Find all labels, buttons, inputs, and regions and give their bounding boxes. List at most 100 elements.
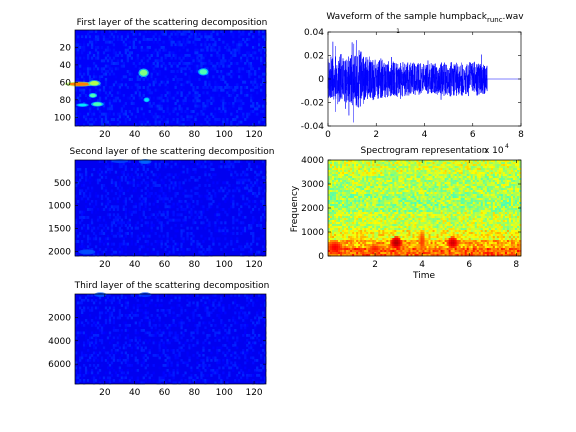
waveform-title-suffix: .wav — [503, 12, 525, 22]
second-layer-texture-cell — [132, 221, 135, 225]
second-layer-texture-cell — [182, 205, 185, 209]
spectrogram-cell — [386, 238, 389, 241]
first-layer-texture-cell — [152, 35, 155, 39]
second-layer-texture-cell — [204, 237, 207, 241]
first-layer-texture-cell — [158, 59, 161, 63]
first-layer-texture-cell — [188, 118, 191, 121]
first-layer-texture-cell — [108, 104, 112, 108]
second-layer-texture-cell — [122, 189, 126, 193]
second-layer-texture-cell — [122, 162, 126, 166]
spectrogram-cell — [332, 174, 335, 177]
spectrogram-cell — [360, 178, 363, 181]
second-layer-texture-cell — [120, 234, 124, 238]
first-layer-texture-cell — [100, 67, 104, 71]
second-layer-texture-cell — [176, 202, 179, 206]
second-layer-texture-cell — [244, 173, 247, 177]
spectrogram-cell — [346, 210, 349, 213]
spectrogram-cell — [408, 252, 411, 255]
spectrogram-cell — [416, 160, 419, 163]
second-layer-texture-cell — [248, 205, 251, 209]
spectrogram-cell — [368, 178, 371, 181]
spectrogram-cell — [348, 228, 351, 231]
first-layer-texture-cell — [206, 35, 209, 39]
spectrogram-cell — [402, 178, 405, 181]
spectrogram-cell — [352, 230, 355, 233]
first-layer-texture-cell — [116, 38, 120, 41]
second-layer-texture-cell — [154, 173, 157, 177]
spectrogram-cell — [342, 184, 345, 187]
first-layer-texture-cell — [116, 112, 120, 116]
first-layer-texture-cell — [206, 46, 209, 49]
first-layer-texture-cell — [136, 48, 139, 52]
spectrogram-cell — [376, 184, 379, 187]
spectrogram-cell — [406, 220, 409, 223]
first-layer-texture-cell — [208, 62, 211, 65]
spectrogram-cell — [412, 174, 415, 177]
second-layer-texture-cell — [264, 218, 267, 222]
second-layer-texture-cell — [246, 192, 249, 195]
spectrogram-cell — [372, 192, 375, 195]
spectrogram-cell — [362, 246, 365, 249]
second-layer-texture-cell — [262, 189, 265, 193]
first-layer-texture-cell — [248, 70, 251, 73]
first-layer-texture-cell — [104, 96, 108, 100]
spectrogram-cell — [336, 220, 339, 223]
first-layer-texture-cell — [110, 70, 114, 73]
second-layer-texture-cell — [178, 213, 181, 217]
second-layer-texture-cell — [208, 250, 211, 254]
spectrogram-cell — [384, 172, 387, 175]
second-layer-texture-cell — [200, 210, 203, 214]
spectrogram-cell — [334, 200, 337, 203]
second-layer-texture-cell — [82, 234, 86, 238]
second-layer-texture-cell — [256, 165, 259, 169]
spectrogram-cell — [406, 234, 409, 237]
second-layer-texture-cell — [224, 221, 227, 225]
spectrogram-cell — [356, 222, 359, 225]
second-layer-texture-cell — [206, 194, 209, 198]
second-layer-texture-cell — [158, 210, 161, 214]
first-layer-texture-cell — [196, 104, 199, 108]
first-layer-texture-cell — [194, 40, 197, 44]
spectrogram-cell — [338, 248, 341, 251]
spectrogram-cell — [348, 224, 351, 227]
first-layer-texture-cell — [238, 96, 241, 100]
spectrogram-cell — [338, 174, 341, 177]
second-layer-texture-cell — [86, 168, 90, 171]
second-layer-texture-cell — [166, 197, 169, 201]
second-layer-texture-cell — [156, 242, 159, 246]
first-layer-texture-cell — [160, 107, 163, 111]
spectrogram-cell — [386, 198, 389, 201]
second-layer-texture-cell — [150, 178, 153, 182]
second-layer-panel: Second layer of the scattering decomposi… — [48, 147, 274, 270]
spectrogram-cell — [382, 170, 385, 173]
first-layer-texture-cell — [176, 112, 179, 116]
spectrogram-cell — [360, 232, 363, 235]
spectrogram-cell — [328, 254, 331, 257]
spectrogram-cell — [348, 210, 351, 213]
first-layer-texture-cell — [110, 86, 114, 89]
spectrogram-cell — [390, 208, 393, 211]
first-layer-texture-cell — [236, 46, 239, 49]
first-layer-texture-cell — [76, 115, 80, 119]
spectrogram-cell — [340, 220, 343, 223]
second-layer-texture-cell — [202, 162, 205, 166]
spectrogram-cell — [378, 222, 381, 225]
spectrogram-cell — [380, 238, 383, 241]
spectrogram-cell — [406, 172, 409, 175]
first-layer-texture-cell — [264, 123, 267, 127]
spectrogram-cell — [364, 212, 367, 215]
first-layer-texture-cell — [216, 70, 219, 73]
spectrogram-cell — [354, 228, 357, 231]
first-layer-texture-cell — [204, 86, 207, 89]
first-layer-texture-cell — [250, 96, 253, 100]
spectrogram-cell — [398, 184, 401, 187]
first-layer-texture-cell — [200, 43, 203, 47]
spectrogram-cell — [338, 190, 341, 193]
second-layer-texture-cell — [96, 170, 100, 174]
second-layer-texture-cell — [154, 184, 157, 187]
spectrogram-cell — [370, 186, 373, 189]
spectrogram-cell — [368, 220, 371, 223]
spectrogram-cell — [348, 240, 351, 243]
second-layer-texture-cell — [246, 229, 249, 233]
second-layer-texture-cell — [80, 181, 84, 185]
